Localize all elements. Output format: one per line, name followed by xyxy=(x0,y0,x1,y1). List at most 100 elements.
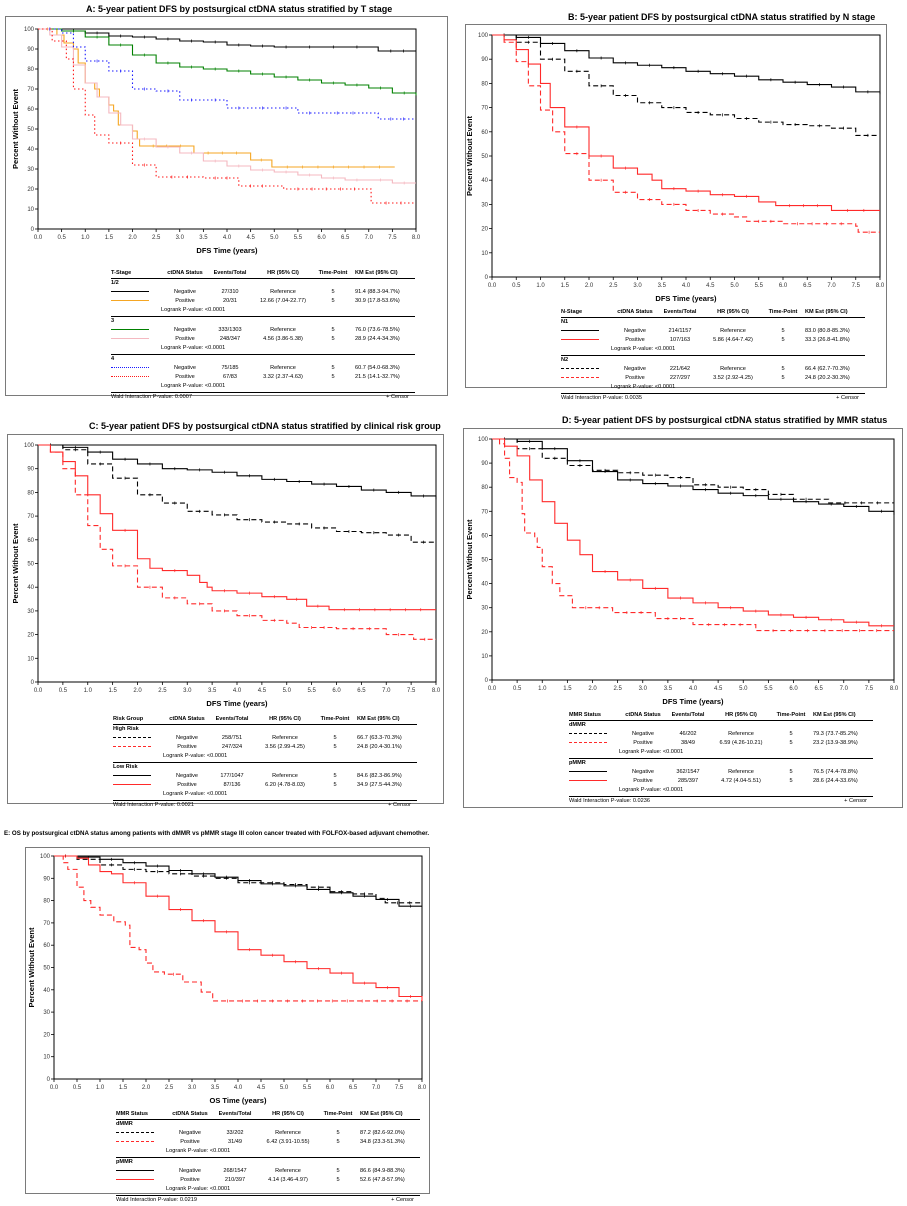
cell-events: 46/202 xyxy=(679,731,697,737)
cell-tp: 5 xyxy=(331,298,335,304)
cell-km: 34.9 (27.5-44.3%) xyxy=(357,782,402,788)
panel-e-title: E: OS by postsurgical ctDNA status among… xyxy=(4,830,430,837)
y-tick-label: 90 xyxy=(43,876,50,882)
x-tick-label: 6.0 xyxy=(789,686,798,692)
panel-c-chart: 0 10 20 30 40 50 60 70 80 90 100 0.0 0.5 1.0 1.5 2.0 2.5… xyxy=(11,443,441,708)
group-divider xyxy=(116,1157,420,1158)
cell-km: 28.9 (24.4-34.3%) xyxy=(355,336,400,342)
cell-hr: Reference xyxy=(275,1168,301,1174)
table-row: Negative 214/1157 Reference 5 83.0 (80.8-85.… xyxy=(561,327,865,336)
x-tick-label: 7.0 xyxy=(840,686,849,692)
group-label: N2 xyxy=(561,357,569,363)
cell-km: 24.8 (20.2-30.3%) xyxy=(805,375,850,381)
x-tick-label: 0.5 xyxy=(59,688,68,694)
x-tick-label: 6.5 xyxy=(341,235,350,241)
km-curve-dmmr-positive xyxy=(54,855,422,1002)
wald-pvalue: Wald Interaction P-value: 0.0021 xyxy=(113,802,194,808)
legend-line-swatch xyxy=(113,737,151,739)
x-tick-label: 6.0 xyxy=(326,1085,335,1091)
x-tick-label: 5.0 xyxy=(270,235,279,241)
x-tick-label: 5.5 xyxy=(307,688,316,694)
panel-a-chart: 0 10 20 30 40 50 60 70 80 90 100 0.0 0.5 1.0 1.5 2.0 2.5… xyxy=(11,27,421,255)
legend-line-swatch xyxy=(111,338,149,340)
cell-hr: Reference xyxy=(270,327,296,333)
y-tick-label: 10 xyxy=(481,654,488,660)
cell-tp: 5 xyxy=(781,375,785,381)
legend-line-swatch xyxy=(113,784,151,786)
y-tick-label: 20 xyxy=(27,633,34,639)
cell-tp: 5 xyxy=(336,1139,340,1145)
header-cell: HR (95% CI) xyxy=(717,309,749,315)
legend-line-swatch xyxy=(561,330,599,332)
table-row: Positive 247/324 3.56 (2.99-4.25) 5 24.8 (20… xyxy=(113,743,417,752)
y-tick-label: 0 xyxy=(47,1077,51,1083)
x-tick-label: 3.5 xyxy=(664,686,673,692)
group-label: 3 xyxy=(111,318,115,324)
x-tick-label: 3.0 xyxy=(183,688,192,694)
y-tick-label: 50 xyxy=(481,558,488,564)
y-tick-label: 0 xyxy=(485,275,489,281)
x-axis-title: DFS Time (years) xyxy=(655,294,717,303)
cell-km: 23.2 (13.9-38.9%) xyxy=(813,740,858,746)
table-footer: Wald Interaction P-value: 0.0007 + Censor xyxy=(111,392,415,402)
legend-line-swatch xyxy=(111,329,149,331)
y-tick-label: 40 xyxy=(43,988,50,994)
legend-line-swatch xyxy=(116,1132,154,1134)
cell-events: 258/751 xyxy=(221,735,243,741)
cell-km: 60.7 (54.0-68.3%) xyxy=(355,365,400,371)
header-cell: Events/Total xyxy=(213,270,247,276)
legend-line-swatch xyxy=(569,733,607,735)
cell-status: Positive xyxy=(175,336,195,342)
y-tick-label: 50 xyxy=(43,966,50,972)
cell-hr: 4.56 (3.86-5.38) xyxy=(263,336,303,342)
cell-hr: 3.56 (2.99-4.25) xyxy=(265,744,305,750)
cell-status: Negative xyxy=(173,289,197,295)
x-tick-label: 8.0 xyxy=(876,283,885,289)
x-tick-label: 1.0 xyxy=(536,283,545,289)
y-tick-label: 0 xyxy=(31,680,35,686)
x-tick-label: 2.5 xyxy=(609,283,618,289)
group-label: pMMR xyxy=(569,760,586,766)
group-divider xyxy=(561,355,865,356)
header-cell: Time-Point xyxy=(318,270,348,276)
y-tick-label: 90 xyxy=(27,47,34,53)
cell-events: 214/1157 xyxy=(668,328,692,334)
x-tick-label: 6.5 xyxy=(349,1085,358,1091)
censor-marks xyxy=(65,854,411,998)
cell-hr: Reference xyxy=(728,731,754,737)
censor-marks xyxy=(50,443,424,544)
panel-c-title: C: 5-year patient DFS by postsurgical ct… xyxy=(89,421,441,431)
x-tick-label: 1.5 xyxy=(108,688,117,694)
risk-table-header: Risk Group ctDNA Status Events/Total HR (95… xyxy=(113,715,417,725)
table-row: Negative 268/1547 Reference 5 86.6 (84.9-88.… xyxy=(116,1167,420,1176)
censor-marks xyxy=(120,141,402,205)
x-tick-label: 1.0 xyxy=(84,688,93,694)
header-cell: Events/Total xyxy=(663,309,697,315)
cell-status: Positive xyxy=(633,778,653,784)
y-tick-label: 100 xyxy=(24,27,35,33)
cell-status: Negative xyxy=(631,769,655,775)
km-curve-high-risk-negative xyxy=(38,444,436,543)
x-tick-label: 0.0 xyxy=(34,235,43,241)
legend-line-swatch xyxy=(111,291,149,293)
table-footer: Wald Interaction P-value: 0.0035 + Censor xyxy=(561,393,865,403)
x-tick-label: 7.5 xyxy=(865,686,874,692)
y-tick-label: 100 xyxy=(24,443,35,449)
cell-status: Negative xyxy=(631,731,655,737)
wald-pvalue: Wald Interaction P-value: 0.0236 xyxy=(569,798,650,804)
y-tick-label: 40 xyxy=(27,147,34,153)
x-tick-label: 3.5 xyxy=(199,235,208,241)
cell-km: 30.9 (17.8-53.6%) xyxy=(355,298,400,304)
x-tick-label: 7.5 xyxy=(852,283,861,289)
cell-km: 24.8 (20.4-30.1%) xyxy=(357,744,402,750)
x-tick-label: 3.5 xyxy=(211,1085,220,1091)
censor-marks xyxy=(504,437,879,505)
header-cell: KM Est (95% CI) xyxy=(805,309,848,315)
x-tick-label: 4.0 xyxy=(682,283,691,289)
y-tick-label: 40 xyxy=(481,178,488,184)
legend-line-swatch xyxy=(111,367,149,369)
y-tick-label: 10 xyxy=(481,251,488,257)
km-curve-low-risk-positive xyxy=(38,444,436,611)
y-tick-label: 70 xyxy=(481,106,488,112)
legend-line-swatch xyxy=(569,742,607,744)
